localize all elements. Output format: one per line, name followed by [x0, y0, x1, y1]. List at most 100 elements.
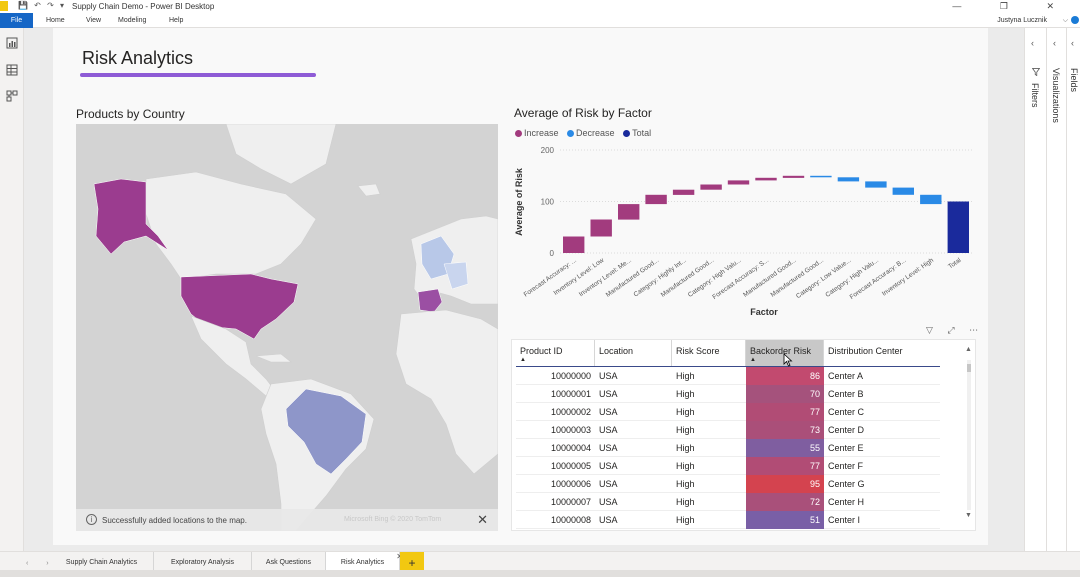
close-tab-icon[interactable]: ✕	[396, 546, 403, 568]
cell-product-id: 10000001	[550, 389, 591, 399]
cell-product-id: 10000004	[550, 443, 591, 453]
tab-file[interactable]: File	[0, 13, 33, 28]
map-region-usa[interactable]	[180, 273, 299, 340]
waterfall-bar-decrease[interactable]	[865, 181, 887, 188]
scroll-down-icon[interactable]: ▼	[965, 512, 972, 519]
waterfall-bar-increase[interactable]	[672, 189, 695, 195]
filters-label[interactable]: Filters	[1030, 83, 1040, 108]
map-attribution: Microsoft Bing © 2020 TomTom	[344, 516, 442, 523]
table-row[interactable]: 10000007 USA High 72 Center H	[516, 493, 940, 511]
report-view-icon[interactable]	[6, 37, 18, 49]
fields-label[interactable]: Fields	[1069, 68, 1079, 93]
cell-backorder-risk: 73	[746, 421, 824, 439]
filters-pane[interactable]: ‹ Filters	[1024, 28, 1046, 551]
table-row[interactable]: 10000003 USA High 73 Center D	[516, 421, 940, 439]
table-row[interactable]: 10000002 USA High 77 Center C	[516, 403, 940, 421]
column-header-location[interactable]: Location	[595, 340, 672, 366]
table-scrollbar[interactable]: ▲ ▼	[965, 346, 973, 526]
cell-backorder-risk: 86	[746, 367, 824, 385]
fields-pane[interactable]: ‹ Fields	[1066, 28, 1080, 551]
waterfall-bar-increase[interactable]	[563, 236, 585, 254]
tab-modeling[interactable]: Modeling	[118, 17, 147, 24]
cell-location: USA	[599, 497, 618, 507]
product-table[interactable]: Product ID ▲ Location Risk Score Backorde…	[511, 339, 976, 531]
tab-home[interactable]: Home	[46, 17, 65, 24]
column-header-product-id[interactable]: Product ID ▲	[516, 340, 595, 366]
add-page-button[interactable]: +	[400, 552, 424, 574]
map-region-alaska[interactable]	[93, 178, 169, 255]
tab-exploratory-analysis[interactable]: Exploratory Analysis	[154, 552, 252, 574]
sort-asc-icon: ▲	[520, 357, 526, 363]
cell-distribution-center: Center I	[828, 515, 861, 525]
cell-risk-score: High	[676, 461, 695, 471]
cell-backorder-risk: 72	[746, 493, 824, 511]
tab-supply-chain-analytics[interactable]: Supply Chain Analytics	[50, 552, 154, 574]
map-region-spain[interactable]	[417, 288, 443, 313]
scroll-thumb[interactable]	[967, 364, 971, 372]
cell-product-id: 10000003	[550, 425, 591, 435]
map-title: Products by Country	[76, 107, 185, 121]
collapse-filters-icon[interactable]: ‹	[1031, 38, 1034, 48]
tab-help[interactable]: Help	[169, 17, 184, 24]
waterfall-bar-decrease[interactable]	[810, 175, 832, 178]
legend-item-increase[interactable]: Increase	[515, 128, 559, 138]
waterfall-bar-increase[interactable]	[700, 184, 722, 190]
map-canvas[interactable]	[76, 124, 498, 531]
ribbon-collapse-icon[interactable]: ⌵	[1062, 17, 1068, 24]
waterfall-bar-increase[interactable]	[590, 219, 612, 237]
waterfall-chart[interactable]: 0 100 200 Forecast Accuracy: ... Inventory …	[510, 140, 980, 322]
tab-ask-questions[interactable]: Ask Questions	[252, 552, 326, 574]
quick-access-toolbar[interactable]: 💾 ↶ ↷ ▾	[18, 1, 67, 10]
map-status-message: Successfully added locations to the map.	[102, 516, 247, 525]
visualizations-pane[interactable]: ‹ Visualizations	[1046, 28, 1066, 551]
cell-distribution-center: Center B	[828, 389, 864, 399]
waterfall-bar-decrease[interactable]	[837, 177, 860, 182]
table-row[interactable]: 10000001 USA High 70 Center B	[516, 385, 940, 403]
table-row[interactable]: 10000000 USA High 86 Center A	[516, 367, 940, 385]
legend-total-icon	[623, 130, 631, 137]
waterfall-bar-increase[interactable]	[618, 204, 640, 220]
x-tick-label: Forecast Accuracy: ...	[523, 257, 578, 299]
waterfall-bar-increase[interactable]	[727, 180, 750, 185]
visual-header-tools[interactable]: ▽ ⤢ ⋯	[926, 325, 985, 335]
scroll-up-icon[interactable]: ▲	[965, 346, 972, 353]
user-status-icon[interactable]	[1071, 16, 1079, 24]
visualizations-label[interactable]: Visualizations	[1051, 68, 1061, 123]
scroll-track[interactable]	[967, 360, 971, 510]
waterfall-bar-decrease[interactable]	[892, 187, 914, 195]
collapse-fields-icon[interactable]: ‹	[1071, 38, 1074, 48]
table-row[interactable]: 10000005 USA High 77 Center F	[516, 457, 940, 475]
filled-map-visual[interactable]: i Successfully added locations to the ma…	[76, 124, 498, 531]
cell-product-id: 10000007	[550, 497, 591, 507]
chart-title: Average of Risk by Factor	[514, 106, 652, 120]
table-row[interactable]: 10000008 USA High 51 Center I	[516, 511, 940, 529]
cell-risk-score: High	[676, 407, 695, 417]
collapse-visualizations-icon[interactable]: ‹	[1053, 38, 1056, 48]
model-view-icon[interactable]	[6, 90, 18, 102]
column-header-risk-score[interactable]: Risk Score	[672, 340, 746, 366]
legend-item-decrease[interactable]: Decrease	[567, 128, 615, 138]
map-status-bar: i Successfully added locations to the ma…	[76, 509, 498, 531]
table-row[interactable]: 10000004 USA High 55 Center E	[516, 439, 940, 457]
data-view-icon[interactable]	[6, 64, 18, 76]
page-title: Risk Analytics	[82, 48, 194, 68]
page-nav-arrows[interactable]: ‹ ›	[26, 560, 57, 567]
waterfall-bar-increase[interactable]	[755, 177, 777, 181]
waterfall-bar-total[interactable]	[947, 201, 969, 254]
waterfall-bar-decrease[interactable]	[920, 194, 942, 205]
cell-product-id: 10000002	[550, 407, 591, 417]
close-icon[interactable]: ✕	[477, 512, 488, 527]
mouse-cursor-icon	[783, 353, 793, 367]
tab-view[interactable]: View	[86, 17, 102, 24]
legend-item-total[interactable]: Total	[623, 128, 651, 138]
map-region-europe-central[interactable]	[443, 261, 469, 290]
user-name[interactable]: Justyna Lucznik	[997, 17, 1047, 24]
waterfall-bar-increase[interactable]	[782, 175, 805, 178]
cell-location: USA	[599, 371, 618, 381]
y-tick-label: 200	[541, 146, 555, 155]
waterfall-bar-increase[interactable]	[645, 194, 667, 205]
table-row[interactable]: 10000006 USA High 95 Center G	[516, 475, 940, 493]
window-controls[interactable]: — ❐ ✕	[952, 1, 1072, 11]
column-header-distribution-center[interactable]: Distribution Center	[828, 346, 903, 356]
map-region-brazil[interactable]	[285, 388, 367, 475]
